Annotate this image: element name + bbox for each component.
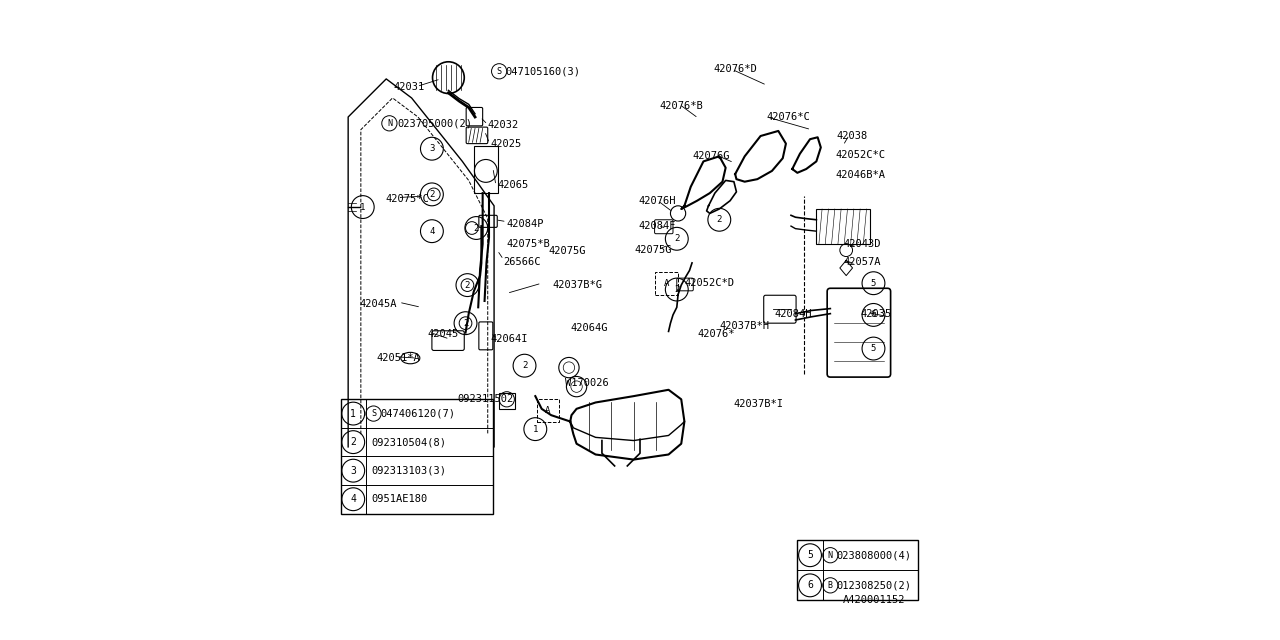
Text: 2: 2 <box>463 319 468 328</box>
Text: 42035: 42035 <box>860 308 892 319</box>
Text: 42075*B: 42075*B <box>507 239 550 249</box>
Text: S: S <box>371 409 376 418</box>
Text: 42076*C: 42076*C <box>767 112 810 122</box>
Text: B: B <box>828 581 833 590</box>
Text: 26566C: 26566C <box>503 257 541 267</box>
Text: 047105160(3): 047105160(3) <box>506 67 581 76</box>
Text: 42076*B: 42076*B <box>659 100 703 111</box>
Text: 5: 5 <box>870 278 877 288</box>
Text: 42075G: 42075G <box>548 246 585 257</box>
Text: 3: 3 <box>429 144 435 153</box>
Text: 6: 6 <box>808 580 813 590</box>
Text: 42037B*H: 42037B*H <box>719 321 769 332</box>
Text: 42038: 42038 <box>837 131 868 141</box>
Text: 42075G: 42075G <box>635 245 672 255</box>
Text: 42043D: 42043D <box>844 239 881 249</box>
Text: 6: 6 <box>870 310 877 319</box>
Text: 42065: 42065 <box>497 180 529 191</box>
Text: 3: 3 <box>351 466 356 476</box>
Text: 1: 1 <box>532 424 538 434</box>
Text: N: N <box>828 551 833 560</box>
Text: 023808000(4): 023808000(4) <box>837 550 911 560</box>
Text: 42045: 42045 <box>428 329 458 339</box>
Text: 42025: 42025 <box>492 139 522 148</box>
Text: A: A <box>545 406 550 415</box>
Text: 42064G: 42064G <box>570 323 608 333</box>
Text: 42032: 42032 <box>488 120 518 129</box>
Text: 42075*C: 42075*C <box>385 195 429 204</box>
Text: 1: 1 <box>351 408 356 419</box>
Text: 2: 2 <box>675 234 680 243</box>
Text: N: N <box>387 119 392 128</box>
Text: A: A <box>664 278 669 288</box>
Text: 42037B*I: 42037B*I <box>733 399 783 409</box>
Text: 2: 2 <box>675 285 680 294</box>
Text: 42052C*C: 42052C*C <box>836 150 886 160</box>
Text: 42076H: 42076H <box>639 196 676 205</box>
Text: S: S <box>497 67 502 76</box>
Text: 42076G: 42076G <box>692 151 730 161</box>
Text: 42084F: 42084F <box>639 221 676 231</box>
Text: 092313103(3): 092313103(3) <box>371 466 445 476</box>
Text: 023705000(2): 023705000(2) <box>398 118 472 129</box>
Text: 42084H: 42084H <box>774 308 812 319</box>
Text: 4: 4 <box>429 227 435 236</box>
Text: 047406120(7): 047406120(7) <box>380 408 454 419</box>
Text: 2: 2 <box>717 215 722 224</box>
Text: 1: 1 <box>360 203 365 212</box>
Text: 2: 2 <box>474 223 479 232</box>
Text: 42076*: 42076* <box>698 329 735 339</box>
Text: 4: 4 <box>351 494 356 504</box>
Text: 42045A: 42045A <box>360 299 397 309</box>
Text: 092311502: 092311502 <box>457 394 513 404</box>
Text: 2: 2 <box>351 437 356 447</box>
Text: 0951AE180: 0951AE180 <box>371 494 428 504</box>
Text: 2: 2 <box>522 361 527 370</box>
Text: W170026: W170026 <box>566 378 609 388</box>
Text: 42051*A: 42051*A <box>376 353 420 363</box>
Text: 42076*D: 42076*D <box>713 65 756 74</box>
Text: 42084P: 42084P <box>507 219 544 228</box>
Text: 42064I: 42064I <box>492 334 529 344</box>
Text: 42052C*D: 42052C*D <box>685 278 735 288</box>
Text: 2: 2 <box>465 280 470 290</box>
Text: 42057A: 42057A <box>844 257 881 267</box>
Text: 5: 5 <box>808 550 813 560</box>
Text: 092310504(8): 092310504(8) <box>371 437 445 447</box>
Text: 2: 2 <box>429 190 435 199</box>
Text: 42037B*G: 42037B*G <box>553 280 603 290</box>
Text: A420001152: A420001152 <box>842 595 905 605</box>
Text: 012308250(2): 012308250(2) <box>837 580 911 590</box>
Text: 5: 5 <box>870 344 877 353</box>
Text: 42046B*A: 42046B*A <box>836 170 886 180</box>
Text: 42031: 42031 <box>394 81 425 92</box>
